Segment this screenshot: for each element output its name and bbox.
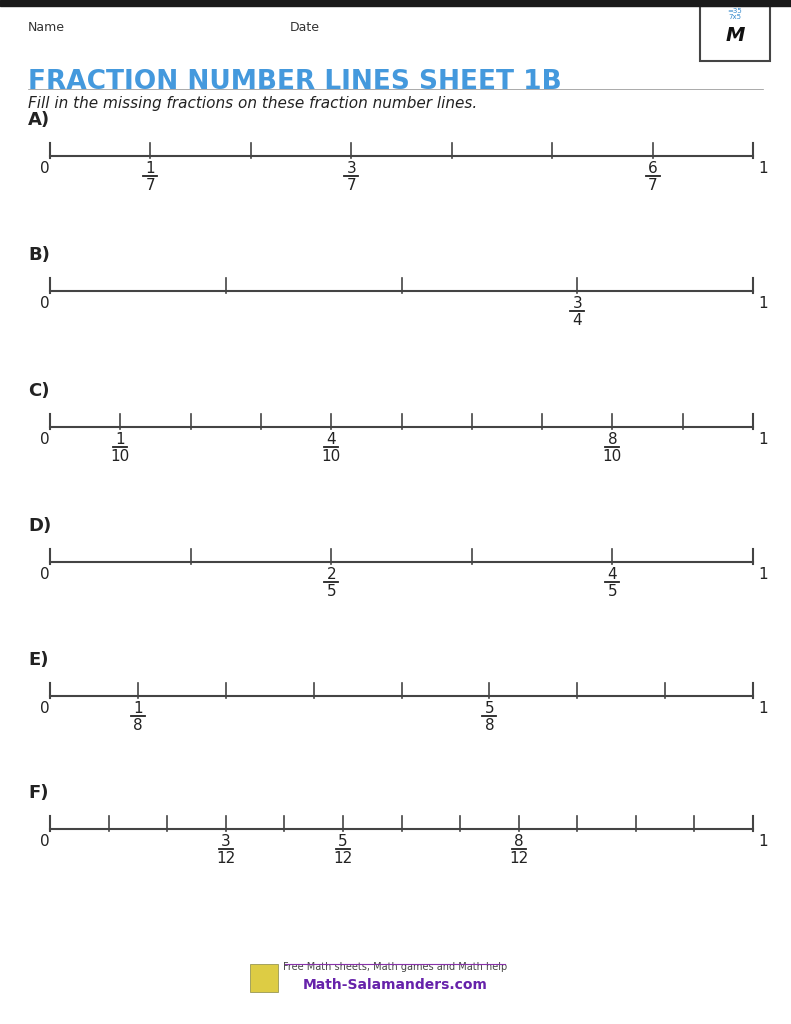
Text: Name: Name — [28, 22, 65, 34]
Text: 1: 1 — [133, 701, 142, 716]
Text: 3: 3 — [573, 296, 582, 311]
Text: 1: 1 — [759, 296, 768, 311]
Text: 5: 5 — [338, 834, 348, 849]
Text: 0: 0 — [40, 567, 50, 582]
Text: 7: 7 — [346, 178, 356, 193]
Text: 0: 0 — [40, 701, 50, 716]
Text: 1: 1 — [115, 432, 125, 447]
Text: 1: 1 — [759, 701, 768, 716]
Text: 7: 7 — [146, 178, 155, 193]
Text: B): B) — [28, 246, 50, 264]
Text: 1: 1 — [759, 567, 768, 582]
Text: 10: 10 — [603, 449, 622, 464]
Text: 0: 0 — [40, 834, 50, 849]
Text: 8: 8 — [514, 834, 524, 849]
Text: 4: 4 — [607, 567, 617, 582]
Text: D): D) — [28, 517, 51, 535]
Text: 10: 10 — [111, 449, 130, 464]
Text: 2: 2 — [327, 567, 336, 582]
Text: 4: 4 — [327, 432, 336, 447]
Text: 10: 10 — [322, 449, 341, 464]
Bar — [250, 964, 278, 992]
Text: 1: 1 — [146, 161, 155, 176]
Text: Math-Salamanders.com: Math-Salamanders.com — [303, 978, 487, 992]
Bar — [0, 0, 791, 6]
Text: Fill in the missing fractions on these fraction number lines.: Fill in the missing fractions on these f… — [28, 96, 477, 111]
Text: 5: 5 — [485, 701, 494, 716]
Text: 12: 12 — [509, 851, 528, 866]
Text: 12: 12 — [333, 851, 353, 866]
Text: 8: 8 — [607, 432, 617, 447]
Text: E): E) — [28, 651, 48, 669]
Text: 3: 3 — [346, 161, 356, 176]
Text: 3: 3 — [221, 834, 231, 849]
Text: A): A) — [28, 111, 50, 129]
Text: =35: =35 — [728, 8, 743, 14]
Text: C): C) — [28, 382, 50, 400]
Text: FRACTION NUMBER LINES SHEET 1B: FRACTION NUMBER LINES SHEET 1B — [28, 69, 562, 95]
Text: 1: 1 — [759, 432, 768, 447]
Text: M: M — [725, 26, 744, 45]
Text: 6: 6 — [648, 161, 657, 176]
Text: 7: 7 — [648, 178, 657, 193]
Text: 1: 1 — [759, 834, 768, 849]
Text: Free Math sheets, Math games and Math help: Free Math sheets, Math games and Math he… — [283, 962, 507, 972]
Text: F): F) — [28, 784, 48, 802]
Text: 12: 12 — [216, 851, 236, 866]
Text: 0: 0 — [40, 432, 50, 447]
Text: 4: 4 — [573, 313, 582, 328]
Text: 8: 8 — [133, 718, 142, 733]
Text: 8: 8 — [485, 718, 494, 733]
Text: Date: Date — [290, 22, 320, 34]
Text: 0: 0 — [40, 296, 50, 311]
Text: 0: 0 — [40, 161, 50, 176]
Text: 7x5: 7x5 — [729, 14, 741, 20]
Text: 5: 5 — [327, 584, 336, 599]
Text: 5: 5 — [607, 584, 617, 599]
Bar — [700, 6, 770, 61]
Text: 1: 1 — [759, 161, 768, 176]
